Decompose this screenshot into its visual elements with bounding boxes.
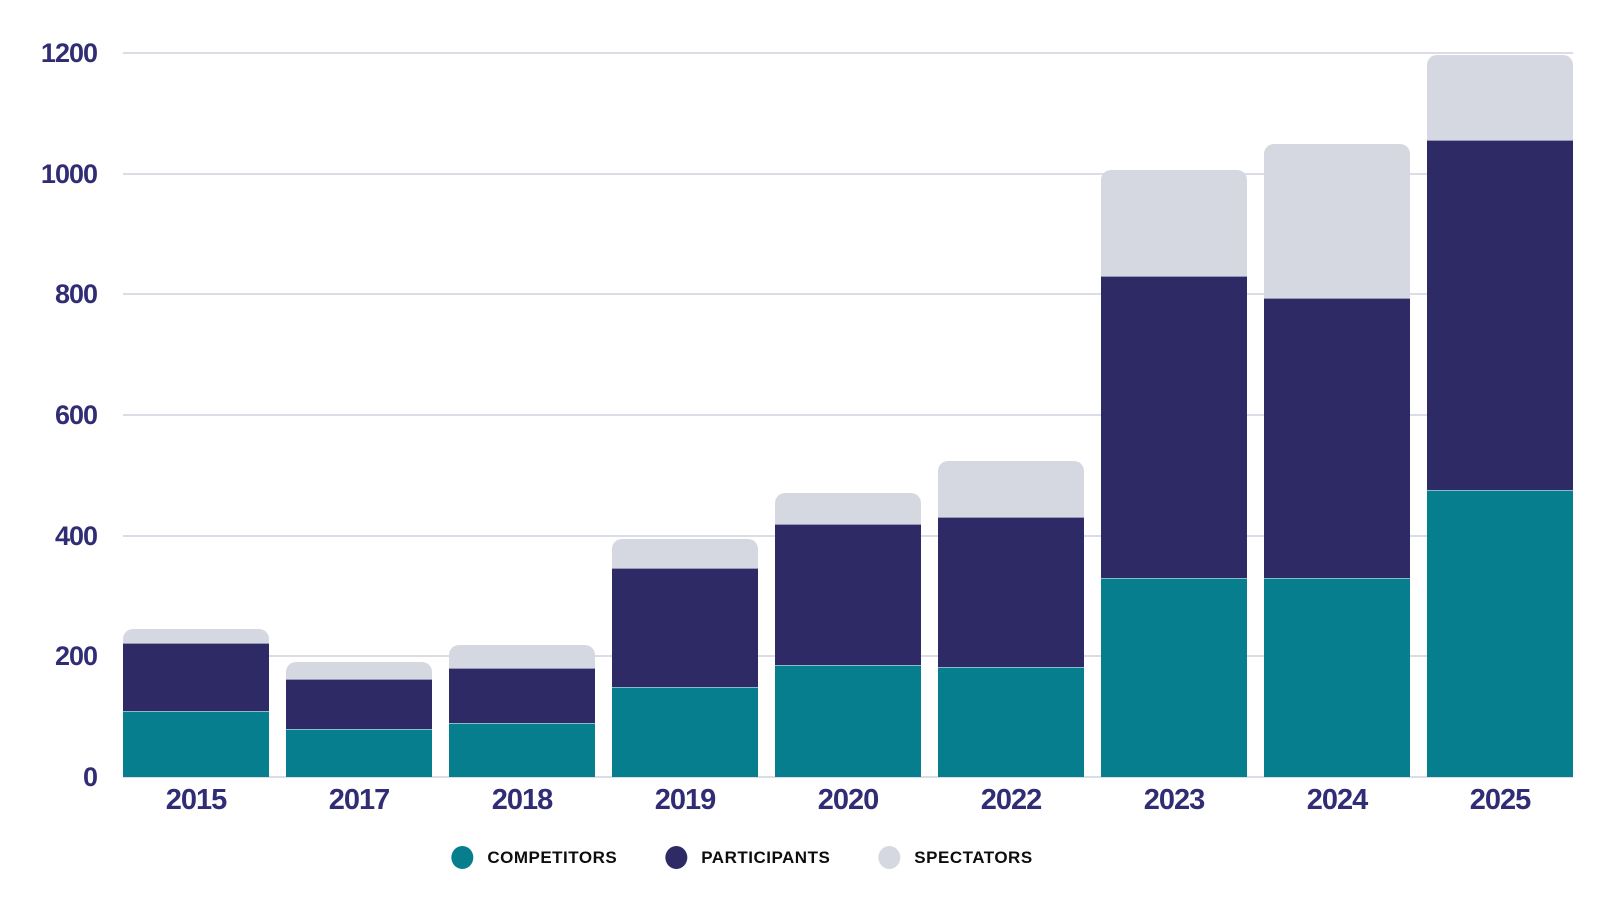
legend-label: COMPETITORS (487, 847, 618, 867)
y-tick-label: 200 (54, 641, 98, 672)
bar-segment-competitors-2015 (123, 710, 269, 777)
bar-2024 (1264, 143, 1410, 777)
bar-segment-participants-2024 (1264, 297, 1410, 578)
y-tick-label: 600 (54, 400, 98, 430)
gridline-y1000 (123, 172, 1573, 175)
x-tick-label-2015: 2015 (165, 784, 228, 816)
bar-segment-competitors-2017 (286, 728, 432, 777)
bar-segment-participants-2018 (449, 668, 595, 723)
x-tick-label-2018: 2018 (491, 784, 554, 816)
bar-segment-spectators-2015 (123, 629, 269, 644)
bar-segment-spectators-2019 (612, 538, 758, 569)
legend-swatch-competitors (451, 846, 474, 869)
x-tick-label-2022: 2022 (980, 784, 1043, 816)
bar-2020 (775, 493, 921, 777)
bar-segment-competitors-2022 (938, 666, 1084, 777)
y-tick-label: 800 (54, 279, 98, 310)
bar-2015 (123, 629, 269, 777)
bar-segment-spectators-2024 (1264, 143, 1410, 298)
y-tick-label: 400 (54, 520, 98, 551)
legend-label: PARTICIPANTS (701, 847, 831, 867)
bar-segment-spectators-2022 (938, 460, 1084, 517)
bar-2018 (449, 645, 595, 777)
bar-segment-spectators-2018 (449, 645, 595, 669)
y-tick-label: 1200 (40, 38, 98, 68)
legend-label: SPECTATORS (914, 847, 1033, 867)
bar-segment-spectators-2020 (775, 493, 921, 524)
bar-2025 (1427, 55, 1573, 777)
x-tick-label-2017: 2017 (328, 784, 391, 816)
x-tick-label-2019: 2019 (654, 784, 717, 816)
bar-segment-competitors-2020 (775, 665, 921, 777)
bar-2019 (612, 538, 758, 777)
legend-item-spectators: SPECTATORS (878, 846, 1032, 869)
bar-segment-competitors-2018 (449, 722, 595, 777)
gridline-y600 (123, 414, 1573, 416)
bar-segment-competitors-2019 (612, 686, 758, 777)
bar-segment-participants-2015 (123, 643, 269, 711)
bar-segment-participants-2019 (612, 568, 758, 687)
chart-legend: COMPETITORS PARTICIPANTS SPECTATORS (451, 846, 1032, 869)
bar-segment-participants-2017 (286, 679, 432, 729)
bar-segment-competitors-2023 (1101, 577, 1247, 777)
bar-segment-spectators-2017 (286, 662, 432, 680)
bar-2017 (286, 662, 432, 777)
bar-2022 (938, 460, 1084, 777)
gridline-y800 (123, 293, 1573, 296)
legend-swatch-spectators (878, 846, 901, 869)
x-tick-label-2024: 2024 (1306, 784, 1369, 816)
bar-segment-spectators-2025 (1427, 55, 1573, 140)
bar-segment-participants-2025 (1427, 139, 1573, 490)
bar-segment-competitors-2024 (1264, 577, 1410, 777)
legend-swatch-participants (665, 846, 688, 869)
x-tick-label-2025: 2025 (1469, 784, 1532, 816)
bar-segment-participants-2023 (1101, 276, 1247, 578)
y-tick-label: 0 (82, 762, 98, 792)
x-tick-label-2020: 2020 (817, 784, 880, 816)
bar-segment-competitors-2025 (1427, 489, 1573, 777)
legend-item-participants: PARTICIPANTS (665, 846, 830, 869)
gridline-y1200 (123, 52, 1573, 54)
bar-segment-participants-2022 (938, 516, 1084, 667)
plot-area: 2015 2017 2018 2019 2020 2022 2023 2024 2025 (123, 52, 1573, 816)
bar-2023 (1101, 170, 1247, 777)
x-tick-label-2023: 2023 (1143, 784, 1206, 816)
bar-segment-spectators-2023 (1101, 170, 1247, 277)
legend-item-competitors: COMPETITORS (451, 846, 617, 869)
y-tick-label: 1000 (40, 158, 98, 189)
bar-segment-participants-2020 (775, 523, 921, 666)
gridline-y0 (123, 776, 1573, 778)
